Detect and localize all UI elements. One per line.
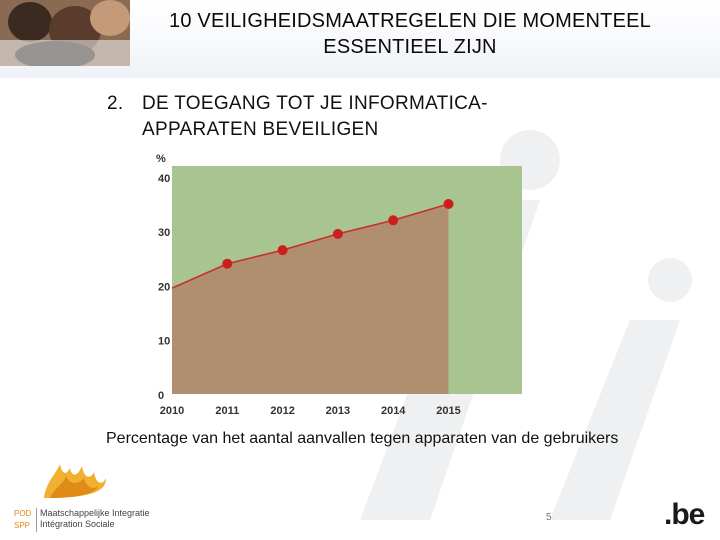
page-number: 5 (546, 512, 552, 523)
flame-logo-icon (44, 464, 106, 498)
y-tick-label: 30 (158, 227, 170, 239)
y-axis-unit-label: % (156, 153, 166, 165)
chart-caption: Percentage van het aantal aanvallen tege… (106, 430, 619, 447)
data-point-2013 (332, 228, 343, 239)
section-heading-line2: APPARATEN BEVEILIGEN (142, 119, 379, 140)
y-tick-label: 10 (158, 336, 170, 348)
y-tick-label: 40 (158, 173, 170, 185)
x-tick-label: 2011 (215, 405, 239, 417)
logo-line2: Intégration Sociale (40, 519, 115, 529)
x-tick-label: 2013 (326, 405, 350, 417)
government-logo: POD SPP Maatschappelijke Integratie Inté… (8, 460, 168, 540)
data-point-2014 (388, 215, 399, 226)
data-point-2011 (222, 258, 233, 269)
slide-title: 10 VEILIGHEIDSMAATREGELEN DIE MOMENTEEL … (100, 8, 720, 60)
x-tick-label: 2012 (270, 405, 294, 417)
logo-abbr-spp: SPP (14, 521, 31, 530)
series-line (171, 203, 449, 289)
slide-title-line1: 10 VEILIGHEIDSMAATREGELEN DIE MOMENTEEL (169, 10, 651, 32)
x-tick-label: 2015 (436, 405, 460, 417)
header-photo (0, 0, 130, 66)
attack-percentage-chart: 0 10 20 30 40% 2010 2011 2012 2013 2014 2015 (150, 150, 530, 420)
y-tick-label: 20 (158, 281, 170, 293)
series-area (172, 204, 449, 394)
x-tick-label: 2010 (160, 405, 184, 417)
data-point-2012 (277, 245, 288, 256)
section-heading-line1: DE TOEGANG TOT JE INFORMATICA- (142, 93, 488, 114)
logo-line1: Maatschappelijke Integratie (40, 508, 150, 518)
chart-svg: 0 10 20 30 40% 2010 2011 2012 2013 2014 2015 (156, 153, 522, 417)
y-tick-label: 0 (158, 390, 164, 402)
data-point-2015 (443, 199, 454, 209)
slide-title-line2: ESSENTIEEL ZIJN (323, 36, 497, 58)
logo-divider (36, 508, 37, 532)
section-number: 2. (107, 93, 124, 114)
be-logo: .be (664, 498, 705, 531)
x-tick-label: 2014 (381, 405, 406, 417)
logo-abbr-pod: POD (14, 509, 32, 518)
